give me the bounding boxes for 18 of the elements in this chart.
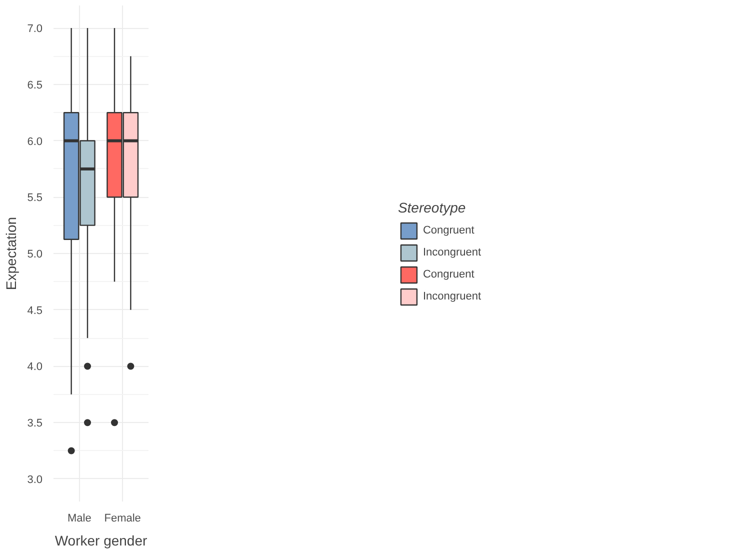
- y-axis-title: Expectation: [3, 216, 20, 290]
- y-tick-label: 4.0: [27, 361, 43, 374]
- x-tick-label: Male: [67, 512, 92, 524]
- y-tick-label: 4.5: [27, 304, 43, 317]
- y-tick-label: 3.0: [27, 474, 43, 486]
- legend-label: Incongruent: [422, 290, 482, 302]
- legend-label: Congruent: [422, 224, 474, 236]
- legend-label: Congruent: [422, 268, 474, 280]
- y-tick-label: 6.5: [27, 79, 43, 92]
- y-tick-label: 5.5: [27, 192, 43, 204]
- x-tick-label: Female: [104, 512, 141, 524]
- x-axis-title: Worker gender: [54, 532, 148, 548]
- y-tick-label: 3.5: [27, 418, 43, 430]
- legend-title: Stereotype: [398, 200, 467, 216]
- legend-label: Incongruent: [422, 246, 482, 258]
- y-tick-label: 5.0: [27, 248, 43, 260]
- y-tick-label: 7.0: [27, 23, 43, 36]
- y-tick-label: 6.0: [27, 136, 43, 148]
